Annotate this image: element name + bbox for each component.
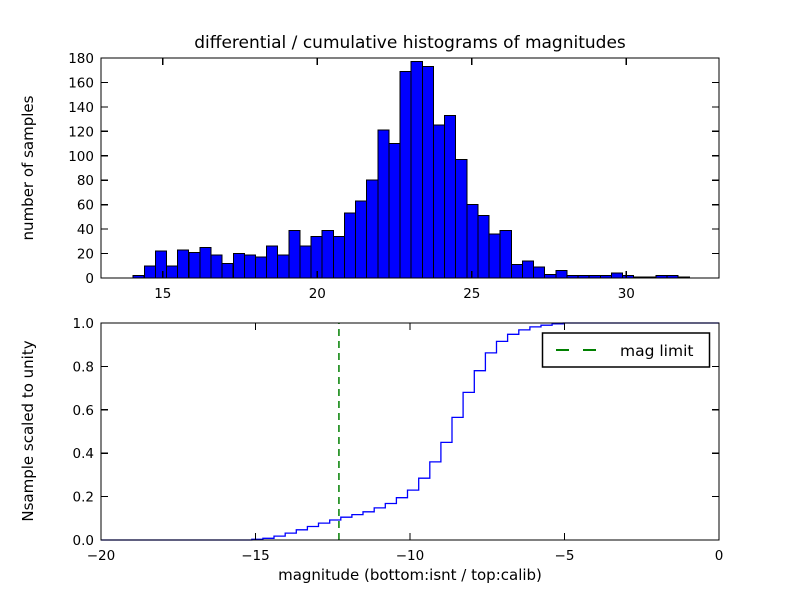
hist-bar [510, 264, 523, 279]
hist-bar [522, 260, 535, 279]
top-y-tick-label: 160 [68, 75, 94, 91]
bottom-y-tick-label: 1.0 [73, 316, 94, 332]
hist-bar [199, 246, 212, 279]
top-axes-border [100, 57, 720, 279]
top-histogram-bars [132, 61, 690, 279]
legend-label: mag limit [620, 342, 693, 360]
hist-bar [321, 229, 334, 279]
bottom-ticks: −20 −15 −10 −5 0 0.0 0.2 0.4 0.6 0.8 1.0 [73, 316, 724, 564]
hist-bar [388, 143, 401, 279]
hist-bar [210, 254, 223, 279]
bottom-x-tick-label: −15 [241, 548, 270, 564]
bottom-y-tick-label: 0.6 [73, 403, 94, 419]
hist-bar [188, 251, 201, 279]
hist-bar [399, 70, 412, 279]
hist-bar [243, 254, 256, 279]
legend-box [541, 332, 711, 368]
hist-bar [611, 272, 624, 279]
x-axis-label: magnitude (bottom:isnt / top:calib) [278, 566, 542, 584]
bottom-cumulative-group [101, 322, 719, 541]
hist-bar [266, 245, 279, 279]
top-y-tick-label: 120 [68, 124, 94, 140]
top-y-tick-label: 180 [68, 51, 94, 67]
hist-bar [166, 265, 179, 279]
hist-bar [221, 262, 234, 279]
top-x-tick-label: 25 [463, 286, 480, 302]
top-ticks: 15 20 25 30 0 20 40 60 80 100 120 140 160 180 [68, 51, 719, 302]
hist-bar [277, 254, 290, 279]
bottom-y-tick-label: 0.4 [73, 446, 94, 462]
figure-title: differential / cumulative histograms of … [194, 33, 626, 53]
hist-bar [332, 235, 345, 279]
bottom-x-tick-label: −20 [87, 548, 116, 564]
top-x-tick-label: 30 [618, 286, 635, 302]
hist-bar [488, 233, 501, 279]
hist-bar [455, 158, 468, 279]
hist-bar [533, 266, 546, 279]
hist-bar [466, 204, 479, 279]
hist-bar [366, 179, 379, 279]
hist-bar [433, 124, 446, 279]
top-y-tick-label: 140 [68, 100, 94, 116]
legend: mag limit [541, 332, 711, 368]
hist-bar [555, 270, 568, 279]
top-x-tick-label: 15 [154, 286, 171, 302]
hist-bar [299, 245, 312, 279]
top-y-tick-label: 80 [77, 173, 94, 189]
top-y-tick-label: 0 [85, 271, 94, 287]
bottom-y-tick-label: 0.8 [73, 359, 94, 375]
hist-bar [232, 253, 245, 279]
hist-bar [444, 114, 457, 279]
top-y-tick-label: 60 [77, 198, 94, 214]
hist-bar [143, 265, 156, 279]
top-y-tick-label: 20 [77, 247, 94, 263]
hist-bar [410, 61, 423, 279]
hist-bar [421, 66, 434, 279]
bottom-x-tick-label: −5 [555, 548, 575, 564]
hist-bar [344, 212, 357, 279]
bottom-y-tick-label: 0.2 [73, 490, 94, 506]
hist-bar [288, 229, 301, 279]
hist-bar [177, 249, 190, 279]
top-axes-frame [100, 57, 720, 279]
bottom-y-tick-label: 0.0 [73, 533, 94, 549]
hist-bar [499, 229, 512, 279]
top-y-tick-label: 100 [68, 149, 94, 165]
bottom-x-tick-label: −10 [396, 548, 425, 564]
hist-bar [377, 129, 390, 279]
hist-bar [355, 200, 368, 279]
top-y-tick-label: 40 [77, 222, 94, 238]
hist-bar [255, 256, 268, 279]
cumulative-curve [101, 322, 719, 541]
bottom-x-tick-label: 0 [715, 548, 724, 564]
top-x-tick-label: 20 [309, 286, 326, 302]
hist-bar [310, 235, 323, 279]
hist-bar [154, 250, 167, 279]
hist-bar [477, 215, 490, 279]
